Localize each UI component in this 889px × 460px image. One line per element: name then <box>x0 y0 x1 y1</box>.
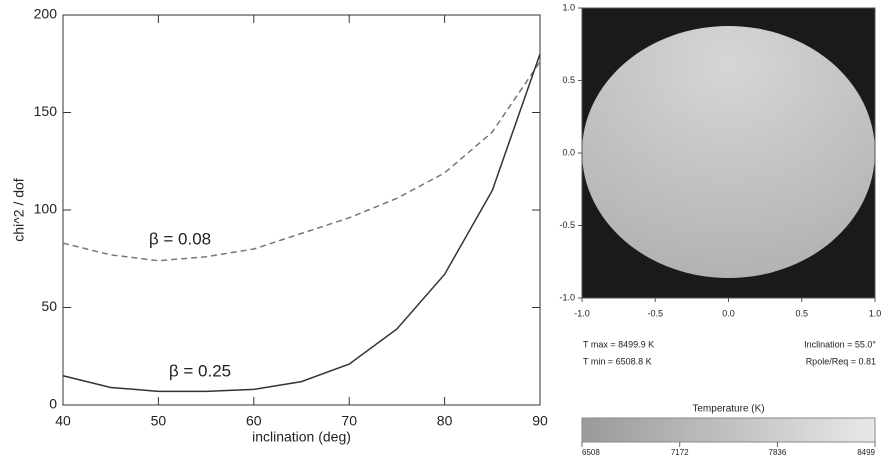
colorbar-tick-label: 8499 <box>857 448 875 457</box>
annotation: β = 0.08 <box>149 229 211 248</box>
info-text: Rpole/Req = 0.81 <box>806 356 876 366</box>
colorbar-tick-label: 6508 <box>582 448 600 457</box>
x-tick-label: 40 <box>55 413 71 429</box>
info-text: T min = 6508.8 K <box>583 356 652 366</box>
x-tick-label: 50 <box>151 413 167 429</box>
y-tick-label: 1.0 <box>562 2 575 12</box>
annotation: β = 0.25 <box>169 361 231 380</box>
colorbar <box>581 417 876 443</box>
plot-frame <box>62 14 541 406</box>
y-tick-label: -0.5 <box>559 220 575 230</box>
star-disk <box>582 26 875 278</box>
x-tick-label: 1.0 <box>869 308 882 318</box>
x-tick-label: 0.0 <box>722 308 735 318</box>
colorbar-tick-label: 7172 <box>671 448 689 457</box>
x-tick-label: -0.5 <box>647 308 663 318</box>
colorbar-tick-label: 7836 <box>769 448 787 457</box>
y-tick-label: 100 <box>34 201 58 217</box>
x-tick-label: 0.5 <box>795 308 808 318</box>
series-line <box>62 53 541 393</box>
x-tick-label: 90 <box>532 413 548 429</box>
y-tick-label: 0 <box>49 396 57 412</box>
info-text: T max = 8499.9 K <box>583 339 654 349</box>
y-tick-label: 200 <box>34 6 58 22</box>
info-text: Inclination = 55.0° <box>804 339 876 349</box>
y-tick-label: 150 <box>34 103 58 119</box>
colorbar-label: Temperature (K) <box>692 404 764 415</box>
y-tick-label: -1.0 <box>559 292 575 302</box>
x-tick-label: 70 <box>341 413 357 429</box>
x-tick-label: -1.0 <box>574 308 590 318</box>
y-tick-label: 0.5 <box>562 75 575 85</box>
y-axis-label: chi^2 / dof <box>11 178 27 241</box>
x-axis-label: inclination (deg) <box>252 429 351 445</box>
x-tick-label: 80 <box>437 413 453 429</box>
x-tick-label: 60 <box>246 413 262 429</box>
series-line <box>62 61 541 262</box>
y-tick-label: 50 <box>41 298 57 314</box>
y-tick-label: 0.0 <box>562 147 575 157</box>
